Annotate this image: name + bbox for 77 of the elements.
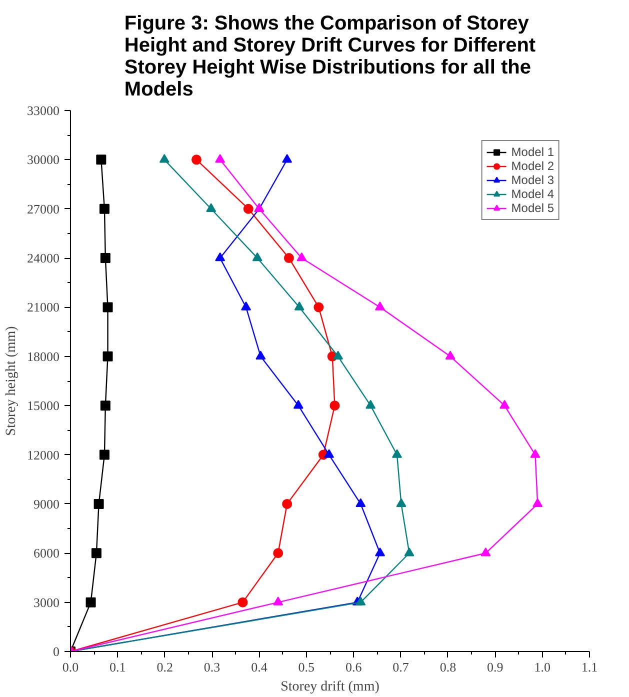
point (356, 596, 366, 606)
x-tick-label: 0.6 (345, 660, 362, 674)
x-tick-label: 0.7 (392, 660, 410, 674)
point (159, 154, 170, 163)
point (191, 154, 202, 165)
point (273, 596, 284, 606)
legend-label: Model 3 (511, 173, 554, 187)
point (100, 400, 110, 411)
point (314, 302, 324, 312)
chart-title: Figure 3: Shows the Comparison of Storey Height and Storey Drift Curves for Different Storey Height Wise Distributions for all the Models (124, 12, 536, 100)
y-tick-label: 6000 (34, 546, 60, 561)
point (206, 203, 216, 212)
point (500, 400, 510, 409)
point (392, 449, 402, 458)
y-tick-label: 30000 (27, 152, 60, 168)
legend-label: Model 5 (511, 201, 554, 215)
x-tick-label: 0.8 (440, 660, 456, 674)
point (243, 204, 254, 214)
point (94, 498, 104, 509)
point (86, 597, 96, 608)
point (96, 154, 106, 165)
x-tick-label: 0.1 (110, 660, 126, 674)
point (324, 449, 334, 458)
legend-label: Model 4 (511, 187, 554, 201)
y-tick-label: 9000 (34, 496, 60, 512)
point (99, 450, 110, 460)
point (91, 548, 102, 558)
legend-label: Model 2 (511, 159, 554, 173)
y-tick-label: 24000 (27, 250, 60, 266)
point (273, 548, 284, 558)
y-axis-title: Storey height (mm) (4, 326, 19, 436)
x-tick-label: 0.4 (251, 660, 268, 674)
point (530, 449, 540, 458)
point (294, 302, 304, 310)
point (284, 253, 294, 264)
y-tick-label: 12000 (27, 447, 60, 462)
point (366, 400, 376, 409)
x-tick-label: 0.5 (298, 660, 315, 674)
x-tick-label: 1.0 (534, 660, 550, 674)
point (215, 154, 226, 163)
point (330, 400, 340, 411)
y-tick-label: 15000 (27, 398, 60, 414)
y-tick-label: 18000 (27, 348, 60, 364)
x-tick-label: 0.3 (204, 660, 220, 674)
point (293, 400, 304, 409)
point (445, 350, 456, 360)
point (396, 498, 406, 508)
point (102, 302, 113, 312)
point (375, 302, 386, 310)
point (238, 597, 248, 608)
point (356, 498, 366, 508)
x-tick-label: 0.9 (487, 660, 504, 674)
y-tick-label: 21000 (27, 300, 60, 315)
y-tick-label: 27000 (27, 201, 60, 216)
point (102, 351, 113, 362)
point (532, 498, 543, 508)
x-axis-title: Storey drift (mm) (280, 680, 380, 694)
point (375, 547, 386, 556)
point (480, 547, 491, 556)
y-tick-label: 0 (53, 644, 60, 659)
point (282, 154, 292, 163)
y-tick-label: 33000 (27, 103, 60, 118)
x-tick-label: 0.2 (156, 660, 173, 674)
point (333, 350, 344, 360)
point (241, 302, 252, 310)
x-tick-label: 1.1 (581, 660, 598, 674)
point (215, 252, 226, 262)
x-tick-label: 0.0 (62, 660, 79, 674)
y-tick-label: 3000 (34, 594, 60, 610)
point (252, 252, 262, 262)
point (404, 547, 414, 556)
point (296, 252, 307, 262)
point (100, 253, 110, 264)
legend-label: Model 1 (511, 145, 554, 159)
point (99, 204, 110, 214)
point (282, 498, 292, 509)
point (256, 350, 266, 360)
